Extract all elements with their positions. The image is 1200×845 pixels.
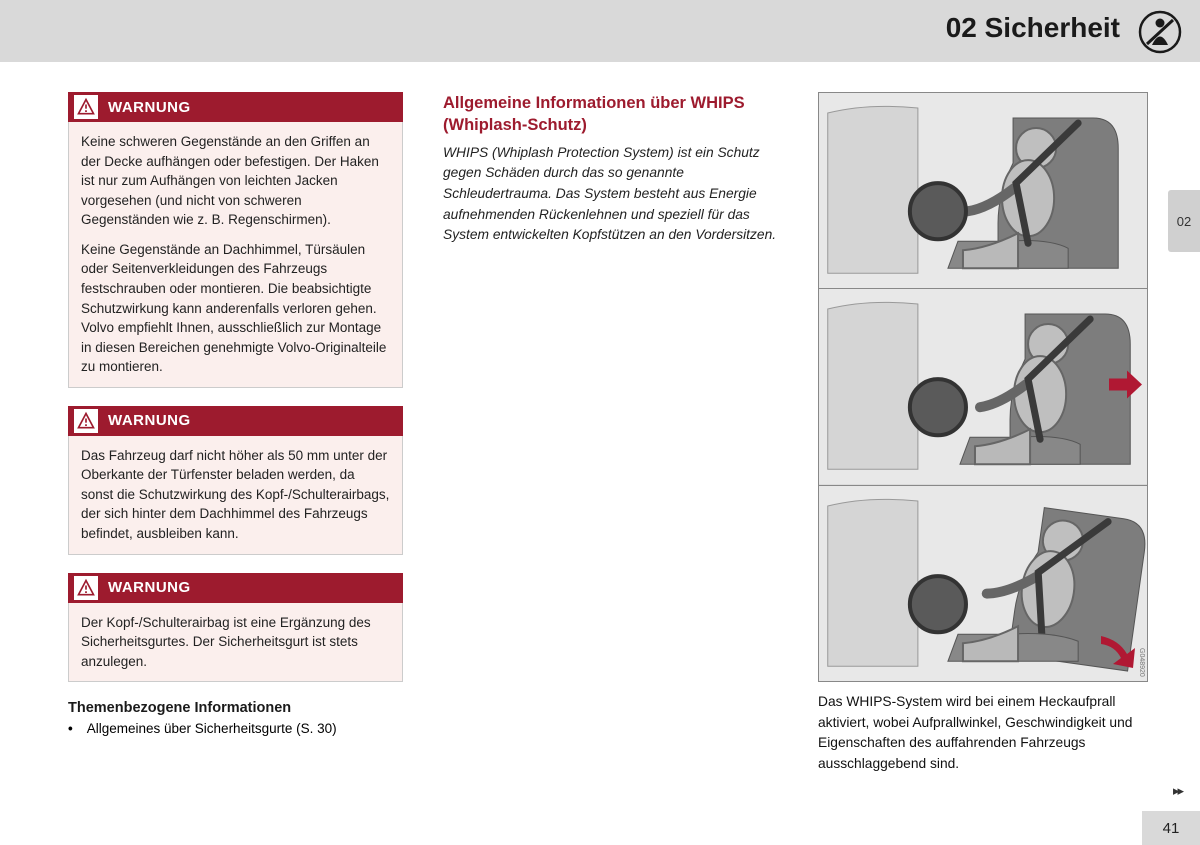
warning-body: Das Fahrzeug darf nicht höher als 50 mm … [68, 436, 403, 555]
section-intro: WHIPS (Whiplash Protection System) ist e… [443, 143, 778, 246]
figure-panel-3: G048920 [819, 486, 1147, 681]
figure-panel-2 [819, 289, 1147, 485]
warning-paragraph: Keine Gegenstände an Dachhimmel, Türsäul… [81, 240, 390, 377]
continue-indicator-icon: ▸▸ [1173, 783, 1182, 799]
chapter-side-tab: 02 [1168, 190, 1200, 252]
warning-box: WARNUNG Der Kopf-/Schulterairbag ist ein… [68, 573, 403, 683]
warning-title: WARNUNG [108, 99, 191, 116]
warning-header: WARNUNG [68, 92, 403, 122]
chapter-title: 02 Sicherheit [946, 12, 1120, 44]
warning-header: WARNUNG [68, 573, 403, 603]
arrow-right-icon [1109, 369, 1143, 404]
warning-box: WARNUNG Das Fahrzeug darf nicht höher al… [68, 406, 403, 555]
image-code: G048920 [1138, 648, 1145, 677]
warning-triangle-icon [74, 576, 98, 600]
whips-figure: G048920 [818, 92, 1148, 682]
figure-caption: Das WHIPS-System wird bei einem Heckaufp… [818, 692, 1148, 775]
related-info-heading: Themenbezogene Informationen [68, 700, 403, 716]
seatbelt-reminder-icon [1138, 10, 1182, 54]
warning-title: WARNUNG [108, 579, 191, 596]
warning-box: WARNUNG Keine schweren Gegenstände an de… [68, 92, 403, 388]
crash-dummy-illustration-icon [819, 289, 1147, 484]
warning-paragraph: Das Fahrzeug darf nicht höher als 50 mm … [81, 446, 390, 544]
warning-title: WARNUNG [108, 412, 191, 429]
arrow-curve-icon [1097, 634, 1141, 675]
column-middle: Allgemeine Informationen über WHIPS (Whi… [443, 92, 778, 785]
page-content: WARNUNG Keine schweren Gegenstände an de… [68, 92, 1150, 785]
warning-body: Der Kopf-/Schulterairbag ist eine Ergänz… [68, 603, 403, 683]
side-tab-label: 02 [1177, 214, 1191, 229]
related-info-text: Allgemeines über Sicherheitsgurte (S. 30… [87, 720, 337, 739]
column-left: WARNUNG Keine schweren Gegenstände an de… [68, 92, 403, 785]
bullet-icon: • [68, 720, 73, 739]
warning-triangle-icon [74, 409, 98, 433]
figure-panel-1 [819, 93, 1147, 289]
warning-body: Keine schweren Gegenstände an den Griffe… [68, 122, 403, 388]
page-number: 41 [1142, 811, 1200, 845]
column-right: G048920 Das WHIPS-System wird bei einem … [818, 92, 1148, 785]
warning-paragraph: Der Kopf-/Schulterairbag ist eine Ergänz… [81, 613, 390, 672]
warning-triangle-icon [74, 95, 98, 119]
section-heading: Allgemeine Informationen über WHIPS (Whi… [443, 92, 778, 137]
crash-dummy-illustration-icon [819, 93, 1147, 288]
header-bar: 02 Sicherheit [0, 0, 1200, 62]
warning-header: WARNUNG [68, 406, 403, 436]
related-info-item: • Allgemeines über Sicherheitsgurte (S. … [68, 720, 403, 739]
warning-paragraph: Keine schweren Gegenstände an den Griffe… [81, 132, 390, 230]
